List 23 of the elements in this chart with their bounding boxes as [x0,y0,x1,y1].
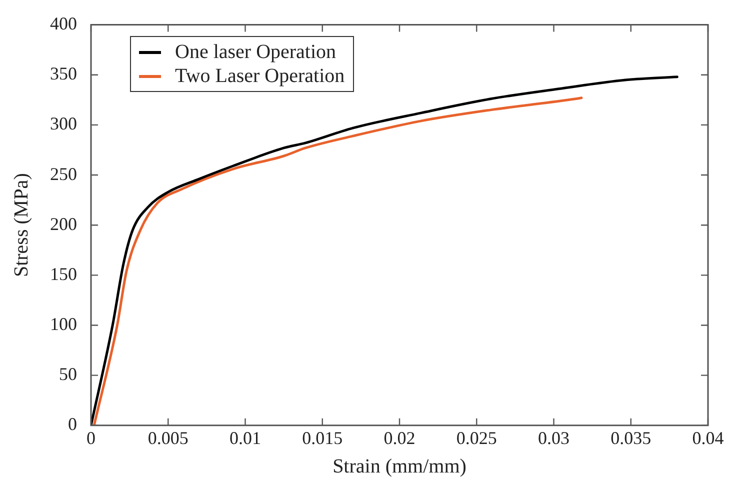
legend-label: Two Laser Operation [175,64,345,88]
y-axis-title: Stress (MPa) [10,173,32,278]
x-tick-label: 0.035 [610,428,652,448]
x-tick-label: 0 [86,428,96,448]
x-tick-label: 0.025 [456,428,497,448]
y-tick-label: 100 [50,314,77,334]
y-tick-label: 0 [68,414,77,434]
y-tick-label: 250 [50,164,77,184]
x-tick-label: 0.015 [302,428,343,448]
x-tick-label: 0.04 [692,428,724,448]
y-tick-label: 350 [50,64,77,84]
x-tick-label: 0.005 [148,428,188,448]
x-tick-label: 0.03 [538,428,570,448]
y-tick-label: 300 [50,114,77,134]
x-axis-title: Strain (mm/mm) [332,455,466,478]
y-tick-label: 50 [59,364,77,384]
x-tick-label: 0.02 [384,428,416,448]
x-tick-label: 0.01 [230,428,261,448]
y-tick-label: 400 [50,14,77,34]
y-tick-label: 200 [50,214,77,234]
line-series [92,96,583,426]
legend-label: One laser Operation [175,40,336,64]
y-tick-label: 150 [50,264,77,284]
